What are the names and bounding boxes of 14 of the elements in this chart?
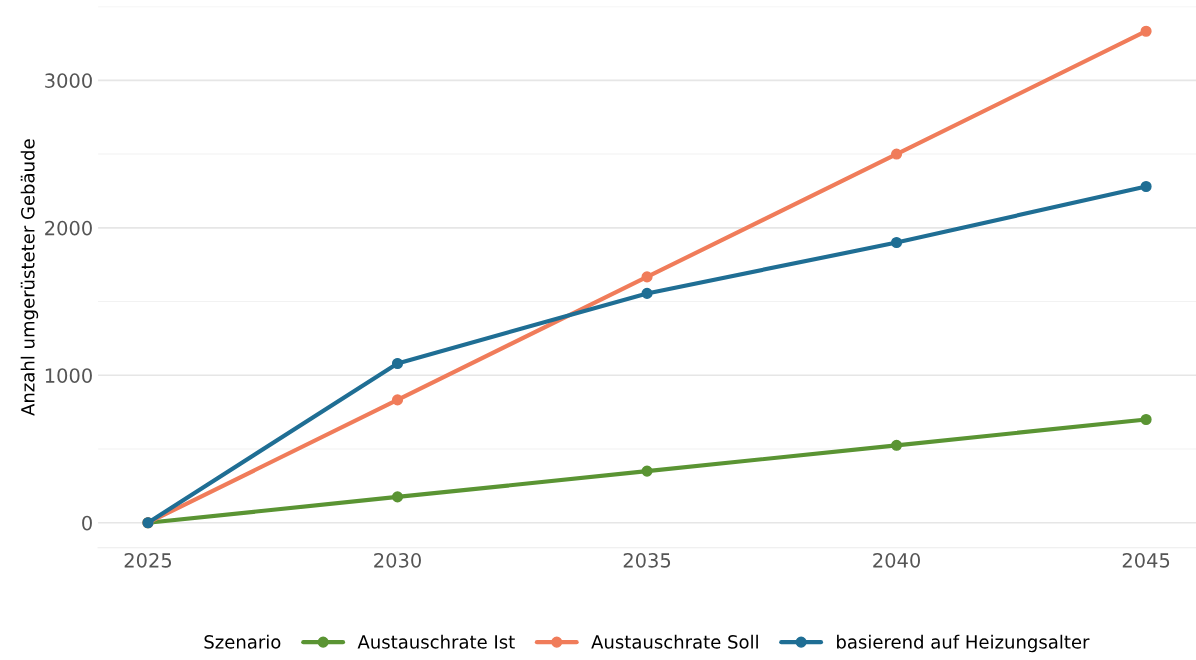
x-tick-label: 2040: [873, 553, 921, 568]
y-axis-title: Anzahl umgerüsteter Gebäude: [20, 139, 39, 416]
y-tick-label: 0: [82, 515, 92, 531]
legend-label: Austauschrate Soll: [591, 634, 758, 649]
legend-title: Szenario: [204, 634, 281, 649]
x-tick-label: 2030: [374, 553, 421, 568]
legend-label: basierend auf Heizungsalter: [837, 634, 1090, 653]
x-tick-label: 2045: [1122, 553, 1170, 568]
y-tick-label: 2000: [45, 220, 92, 236]
x-tick-label: 2035: [623, 553, 671, 568]
legend-label: Austauschrate Ist: [357, 634, 515, 649]
y-tick-label: 1000: [45, 368, 92, 383]
y-tick-label: 3000: [45, 73, 92, 88]
x-tick-label: 2025: [124, 553, 172, 568]
